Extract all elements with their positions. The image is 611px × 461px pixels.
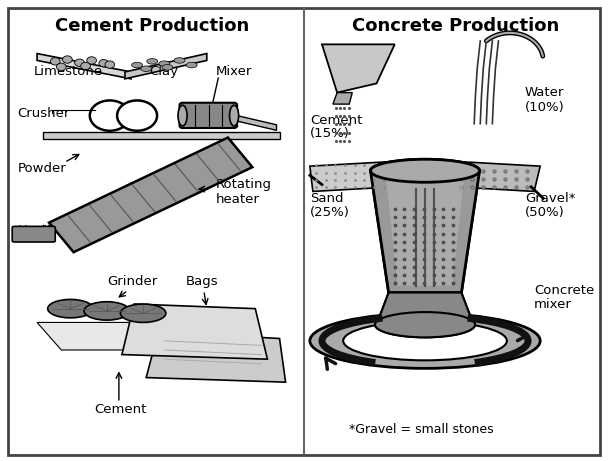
Polygon shape [146,331,285,382]
Polygon shape [376,293,474,325]
Text: Water: Water [525,86,565,99]
Polygon shape [43,132,280,139]
Polygon shape [122,304,268,359]
Polygon shape [49,137,252,252]
FancyBboxPatch shape [8,8,599,455]
Polygon shape [322,44,395,93]
Polygon shape [333,93,353,104]
Ellipse shape [310,313,540,368]
Circle shape [117,100,157,131]
Ellipse shape [131,62,142,68]
Ellipse shape [84,302,130,320]
Polygon shape [37,53,131,79]
Polygon shape [310,161,395,191]
Ellipse shape [370,159,480,182]
Text: mixer: mixer [534,297,572,311]
Text: (10%): (10%) [525,101,565,114]
Circle shape [62,56,72,63]
Polygon shape [237,116,277,130]
Ellipse shape [370,159,480,182]
Polygon shape [386,175,464,286]
Ellipse shape [162,65,173,70]
Polygon shape [376,293,474,325]
Polygon shape [37,322,170,350]
Text: (15%): (15%) [310,128,349,141]
Ellipse shape [159,61,170,66]
Text: Powder: Powder [18,162,67,175]
Ellipse shape [141,66,152,71]
Polygon shape [386,175,464,286]
Ellipse shape [343,321,507,361]
Circle shape [56,63,66,71]
Ellipse shape [120,304,166,322]
Polygon shape [370,171,480,293]
Text: Cement Production: Cement Production [55,17,249,35]
Text: heater: heater [216,193,260,206]
Text: Cement: Cement [95,403,147,416]
Text: Gravel*: Gravel* [525,192,576,205]
Circle shape [105,61,115,68]
Text: Mixer: Mixer [216,65,252,78]
Text: Cement: Cement [310,114,362,127]
FancyBboxPatch shape [180,103,237,128]
Text: (50%): (50%) [525,206,565,219]
Text: Limestone: Limestone [34,65,103,78]
Circle shape [75,59,84,66]
Text: (25%): (25%) [310,206,349,219]
Polygon shape [454,161,540,191]
Text: Bags: Bags [186,275,218,288]
Circle shape [90,100,130,131]
Ellipse shape [375,312,475,337]
Text: Sand: Sand [310,192,343,205]
Text: Grinder: Grinder [107,275,157,288]
Circle shape [81,62,90,70]
Text: Heat: Heat [18,224,49,237]
Ellipse shape [48,300,93,318]
Circle shape [87,57,97,64]
Polygon shape [370,171,480,293]
Circle shape [50,58,60,65]
Polygon shape [125,53,207,79]
Text: Rotating: Rotating [216,178,272,191]
Text: *Gravel = small stones: *Gravel = small stones [349,423,494,436]
FancyBboxPatch shape [12,226,55,242]
Circle shape [99,59,109,67]
Text: Clay: Clay [149,65,178,78]
Ellipse shape [147,59,158,64]
Text: Crusher: Crusher [18,107,70,120]
Ellipse shape [174,58,185,63]
Text: Concrete: Concrete [534,284,595,297]
Ellipse shape [230,105,239,126]
Text: Concrete Production: Concrete Production [352,17,559,35]
Ellipse shape [178,105,187,126]
Ellipse shape [186,62,197,68]
Ellipse shape [375,312,475,337]
